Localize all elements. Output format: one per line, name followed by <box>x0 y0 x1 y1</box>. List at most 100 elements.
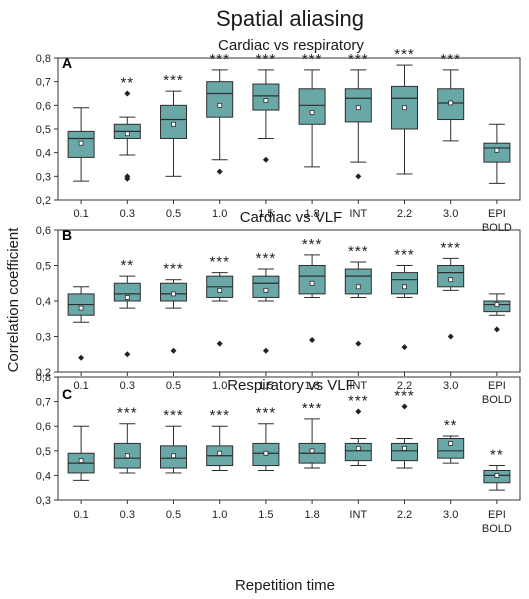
x-tick-label: BOLD <box>482 394 512 406</box>
mean-marker <box>448 100 454 106</box>
significance-label: *** <box>394 388 415 405</box>
mean-marker <box>124 453 130 459</box>
y-tick-label: 0,5 <box>36 446 51 458</box>
mean-marker <box>309 448 315 454</box>
x-tick-label: 1.5 <box>258 380 273 392</box>
box-epi-bold: EPI BOLD <box>482 123 512 234</box>
box-epi-bold: EPI BOLD ** <box>482 447 512 535</box>
box-1.5: 1.5 *** <box>252 250 280 392</box>
significance-label: *** <box>348 243 369 260</box>
outlier-point <box>170 347 177 354</box>
significance-label: *** <box>209 254 230 271</box>
significance-label: *** <box>440 51 461 68</box>
box-1.5: 1.5 *** <box>252 51 280 220</box>
mean-marker <box>448 441 454 446</box>
outlier-point <box>309 337 316 344</box>
mean-marker <box>355 105 361 111</box>
outlier-point <box>355 340 362 347</box>
x-tick-label: 0.1 <box>73 509 88 521</box>
y-tick-label: 0,5 <box>36 124 51 136</box>
x-tick-label: 0.5 <box>166 509 181 521</box>
x-tick-label: BOLD <box>482 523 512 535</box>
x-tick-label: 3.0 <box>443 208 458 220</box>
y-tick-label: 0,3 <box>36 495 51 507</box>
iqr-box <box>206 81 234 118</box>
x-tick-label: 1.8 <box>304 380 319 392</box>
mean-marker <box>309 280 315 286</box>
outlier-point <box>355 408 362 415</box>
significance-label: *** <box>348 392 369 409</box>
mean-marker <box>171 291 176 297</box>
mean-marker <box>448 277 454 283</box>
box-0.5: 0.5 *** <box>160 261 187 392</box>
x-tick-label: 1.0 <box>212 208 227 220</box>
x-tick-label: 2.2 <box>397 380 412 392</box>
iqr-box <box>391 272 418 295</box>
box-1.0: 1.0 *** <box>206 51 234 220</box>
outlier-point <box>216 168 223 175</box>
y-tick-label: 0,4 <box>36 470 51 482</box>
x-tick-label: 0.1 <box>73 380 88 392</box>
panel-letter: C <box>62 386 72 402</box>
x-tick-label: 1.8 <box>304 509 319 521</box>
iqr-box <box>437 438 465 459</box>
box-0.5: 0.5 *** <box>160 72 187 220</box>
iqr-box <box>252 83 280 111</box>
mean-marker <box>171 453 176 459</box>
outlier-point <box>355 173 362 180</box>
mean-marker <box>217 102 223 108</box>
outlier-point <box>493 326 500 333</box>
mean-marker <box>171 121 176 127</box>
x-tick-label: 0.1 <box>73 208 88 220</box>
mean-marker <box>402 445 407 451</box>
iqr-box <box>298 88 326 125</box>
outlier-point <box>401 344 408 351</box>
panel-letter: B <box>62 227 72 243</box>
box-1.0: 1.0 *** <box>206 407 234 521</box>
y-tick-label: 0,4 <box>36 296 51 308</box>
outlier-point <box>124 90 131 97</box>
box-0.1: 0.1 <box>67 425 95 521</box>
mean-marker <box>217 287 223 293</box>
significance-label: ** <box>120 257 134 274</box>
y-tick-label: 0,8 <box>36 372 51 384</box>
panels-group: Cardiac vs respiratory A 0,2 0,3 0,4 0,5 0,6 0,… <box>36 37 521 535</box>
box-1.8: 1.8 *** <box>298 51 326 220</box>
panel-c: Respiratory vs VLF C 0,3 0,4 0,5 0,6 0,7 0,8 0.1… <box>36 372 521 535</box>
mean-marker <box>494 472 500 478</box>
x-tick-label: EPI <box>488 509 506 521</box>
significance-label: *** <box>302 51 323 68</box>
iqr-box <box>113 282 141 302</box>
mean-marker <box>309 110 315 115</box>
outlier-point <box>78 354 85 361</box>
x-tick-label: INT <box>349 380 367 392</box>
panel-letter: A <box>62 55 72 71</box>
outlier-point <box>124 351 131 358</box>
significance-label: ** <box>444 417 458 434</box>
significance-label: *** <box>163 261 184 278</box>
box-int: INT *** <box>344 243 372 392</box>
mean-marker <box>263 450 269 456</box>
y-tick-label: 0,3 <box>36 171 51 183</box>
significance-label: *** <box>256 51 277 68</box>
panel-title: Cardiac vs respiratory <box>218 37 364 54</box>
mean-marker <box>402 284 407 290</box>
box-0.5: 0.5 *** <box>160 407 187 521</box>
x-tick-label: 0.3 <box>120 509 135 521</box>
x-tick-label: 0.5 <box>166 208 181 220</box>
y-tick-label: 0,7 <box>36 397 51 409</box>
x-tick-label: 2.2 <box>397 208 412 220</box>
plot-frame <box>57 376 521 501</box>
significance-label: *** <box>302 400 323 417</box>
iqr-box <box>298 265 326 295</box>
mean-marker <box>78 140 84 146</box>
y-tick-label: 0,5 <box>36 261 51 273</box>
x-tick-label: 0.3 <box>120 208 135 220</box>
panel-a: Cardiac vs respiratory A 0,2 0,3 0,4 0,5 0,6 0,… <box>36 37 521 234</box>
outlier-point <box>262 156 269 163</box>
significance-label: *** <box>348 51 369 68</box>
y-tick-label: 0,8 <box>36 53 51 65</box>
box-0.3: 0.3 ** <box>113 75 141 220</box>
x-tick-label: 1.8 <box>304 208 319 220</box>
